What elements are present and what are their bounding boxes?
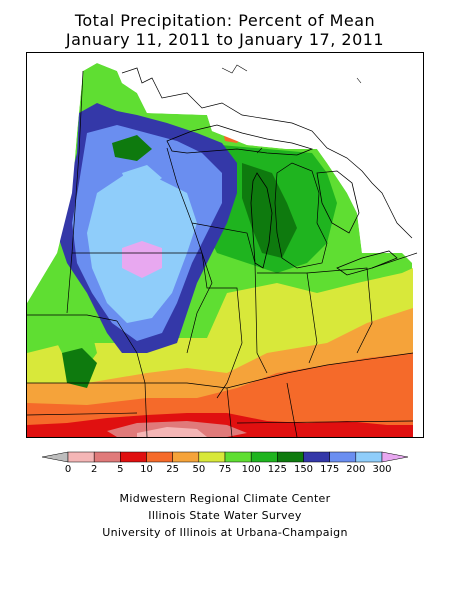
legend-swatch: [224, 451, 252, 463]
legend-tick-label: 50: [192, 464, 206, 475]
legend-arrow-high: [381, 451, 409, 463]
legend-swatch: [198, 451, 226, 463]
legend-tick-label: 200: [346, 464, 366, 475]
map-title: Total Precipitation: Percent of Mean: [74, 11, 376, 30]
legend-swatch: [93, 451, 121, 463]
lake-erie: [336, 250, 398, 276]
legend-tick-label: 5: [117, 464, 124, 475]
legend-tick-label: 100: [241, 464, 261, 475]
legend-tick-label: 175: [320, 464, 340, 475]
legend-swatch: [67, 451, 95, 463]
legend-swatch: [120, 451, 147, 463]
michigan-outline: [274, 162, 328, 269]
legend-arrow-low: [41, 451, 69, 463]
legend-tick-label: 10: [140, 464, 153, 475]
region-max: [122, 241, 162, 278]
legend-tick-label: 0: [64, 464, 72, 475]
credit-university: University of Illinois at Urbana-Champai…: [102, 526, 348, 539]
lake-huron: [316, 170, 360, 234]
domain-cutout-ne: [83, 53, 423, 253]
legend-tick-label: 300: [372, 464, 392, 475]
legend-swatch: [303, 451, 330, 463]
lake-superior: [166, 124, 314, 156]
legend-swatches: [41, 451, 409, 463]
legend-swatch: [329, 451, 357, 463]
legend-tick-label: 2: [90, 464, 98, 475]
legend-swatch: [250, 451, 278, 463]
map-date-range: January 11, 2011 to January 17, 2011: [65, 30, 385, 49]
region-west-dark: [62, 348, 97, 388]
legend-swatch: [146, 451, 173, 463]
region-150-175: [242, 163, 297, 258]
legend-swatch: [277, 451, 304, 463]
map-svg: [27, 53, 423, 437]
legend-swatch: [172, 451, 200, 463]
region-north-patch: [112, 135, 152, 161]
credit-center: Midwestern Regional Climate Center: [119, 492, 331, 505]
region-10-25: [27, 353, 413, 437]
credit-survey: Illinois State Water Survey: [148, 509, 302, 522]
ontario-shoreline: [121, 67, 413, 239]
legend-tick-label: 75: [218, 464, 232, 475]
state-boundaries: [27, 70, 418, 437]
ontario-detail: [221, 64, 362, 154]
legend-swatch: [355, 451, 383, 463]
legend-tick-label: 125: [267, 464, 287, 475]
precipitation-map: [26, 52, 424, 438]
region-0-2: [137, 427, 207, 437]
legend-tick-label: 150: [293, 464, 314, 475]
region-blue-patch: [122, 165, 162, 188]
lake-michigan: [250, 172, 273, 269]
domain-cutout-w: [27, 53, 83, 303]
legend-colorbar: [41, 451, 409, 463]
legend-tick-label: 25: [166, 464, 180, 475]
